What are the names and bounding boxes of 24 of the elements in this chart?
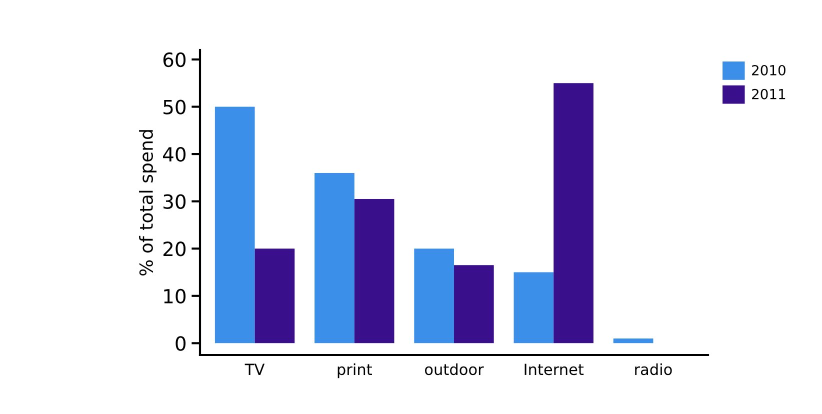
bar	[254, 248, 295, 344]
x-tick-label: outdoor	[424, 363, 484, 376]
y-tick-label: 50	[164, 100, 186, 114]
bar	[554, 83, 594, 344]
bar	[454, 265, 494, 344]
y-tick-label: 30	[164, 194, 186, 209]
x-tick-label: TV	[244, 364, 265, 375]
x-tick-label: print	[338, 363, 372, 378]
bar	[214, 106, 255, 344]
y-tick-label: 0	[176, 336, 186, 351]
legend-label: 2010	[752, 64, 786, 76]
bar	[354, 198, 394, 344]
y-tick-label: 40	[163, 146, 186, 162]
x-tick-label: Internet	[524, 364, 584, 376]
legend-label: 2011	[752, 88, 786, 100]
bar	[514, 272, 554, 344]
bar	[414, 248, 454, 344]
x-tick-label: radio	[635, 363, 672, 376]
y-tick-label: 60	[163, 52, 186, 68]
y-tick-label: 20	[163, 242, 186, 256]
bar	[314, 172, 354, 344]
y-axis-title: % of total spend	[139, 130, 157, 276]
y-tick-label: 10	[164, 288, 186, 304]
bar	[613, 338, 654, 344]
